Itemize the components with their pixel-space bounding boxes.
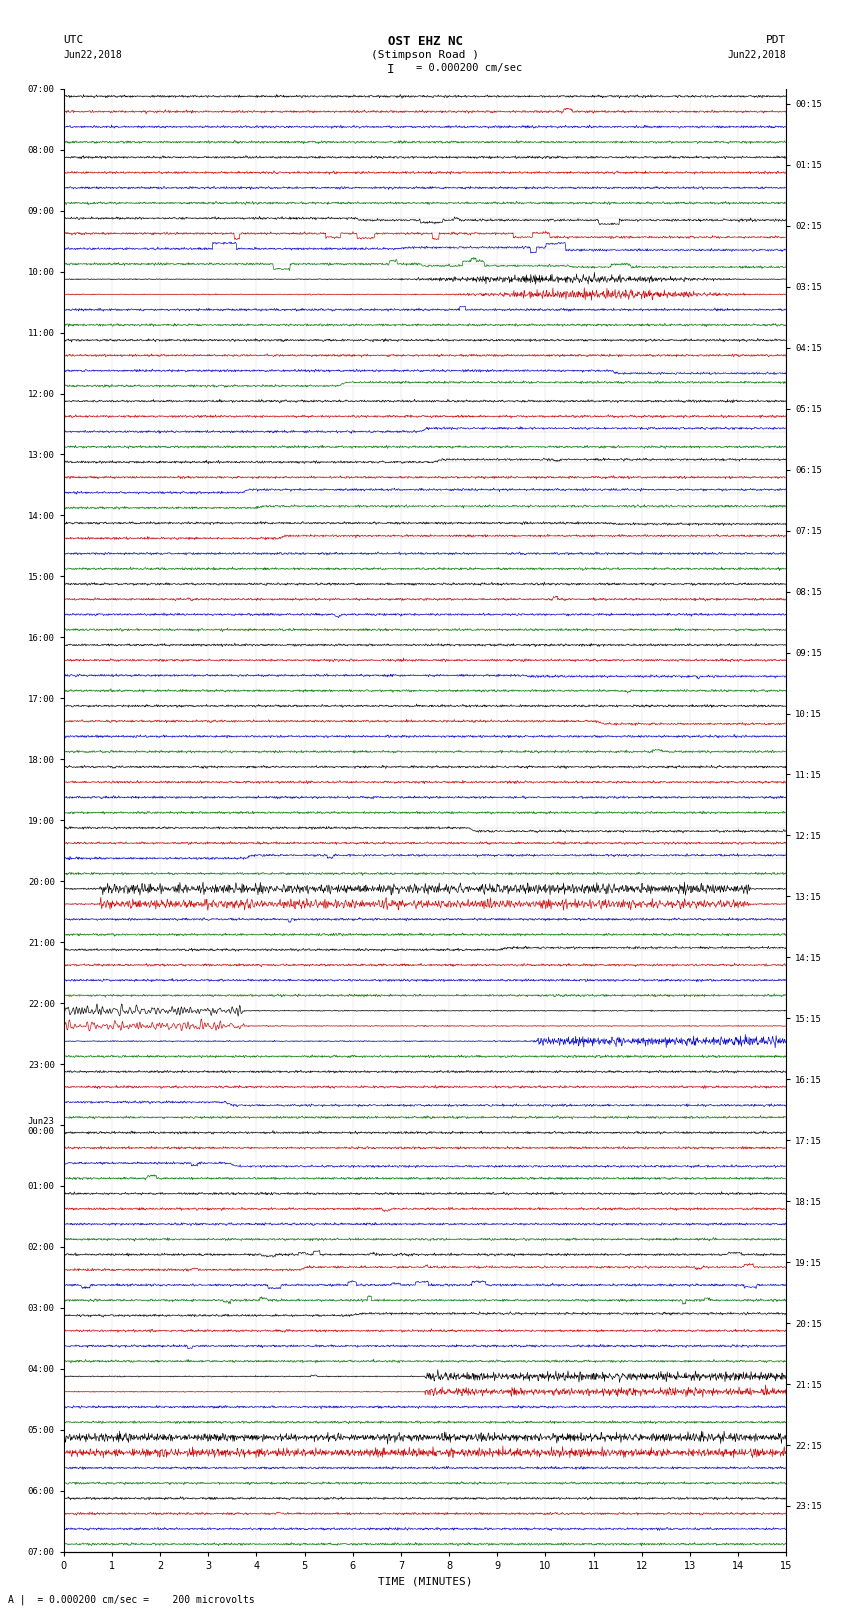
Text: I: I <box>388 63 394 76</box>
Text: OST EHZ NC: OST EHZ NC <box>388 35 462 48</box>
Text: Jun22,2018: Jun22,2018 <box>728 50 786 60</box>
Text: PDT: PDT <box>766 35 786 45</box>
Text: = 0.000200 cm/sec: = 0.000200 cm/sec <box>416 63 523 73</box>
X-axis label: TIME (MINUTES): TIME (MINUTES) <box>377 1576 473 1586</box>
Text: A |  = 0.000200 cm/sec =    200 microvolts: A | = 0.000200 cm/sec = 200 microvolts <box>8 1594 255 1605</box>
Text: (Stimpson Road ): (Stimpson Road ) <box>371 50 479 60</box>
Text: Jun22,2018: Jun22,2018 <box>64 50 122 60</box>
Text: UTC: UTC <box>64 35 84 45</box>
